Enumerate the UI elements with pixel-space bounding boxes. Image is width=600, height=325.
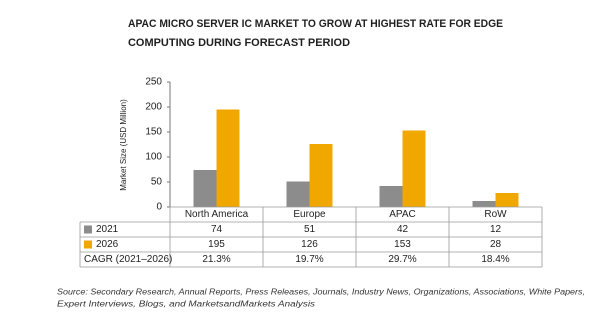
bar xyxy=(193,170,217,207)
cagr-value: 29.7% xyxy=(388,254,416,265)
bar xyxy=(472,201,496,207)
y-tick-label: 150 xyxy=(145,127,162,138)
table-value: 195 xyxy=(208,239,225,250)
source-note: Expert Interviews, Blogs, and Marketsand… xyxy=(57,298,316,308)
bar xyxy=(286,181,310,207)
bar xyxy=(379,186,403,207)
legend-label: 2021 xyxy=(96,224,119,235)
bar xyxy=(216,109,240,207)
table-value: 42 xyxy=(397,224,409,235)
x-tick-label: APAC xyxy=(389,209,416,220)
x-tick-label: Europe xyxy=(293,209,326,220)
chart-title: COMPUTING DURING FORECAST PERIOD xyxy=(128,37,350,49)
chart-title: APAC MICRO SERVER IC MARKET TO GROW AT H… xyxy=(128,18,503,30)
table-value: 51 xyxy=(304,224,316,235)
x-tick-label: North America xyxy=(185,209,249,220)
source-note: Source: Secondary Research, Annual Repor… xyxy=(57,286,585,296)
table-value: 28 xyxy=(490,239,502,250)
y-tick-label: 0 xyxy=(156,202,162,213)
cagr-value: 19.7% xyxy=(295,254,323,265)
y-tick-label: 50 xyxy=(151,177,163,188)
table-value: 153 xyxy=(394,239,411,250)
x-tick-label: RoW xyxy=(484,209,507,220)
legend-swatch xyxy=(84,240,92,249)
legend-label: 2026 xyxy=(96,239,119,250)
table-value: 12 xyxy=(490,224,502,235)
y-tick-label: 100 xyxy=(145,152,162,163)
table-value: 74 xyxy=(211,224,223,235)
y-tick-label: 250 xyxy=(145,77,162,88)
bar xyxy=(309,144,333,207)
cagr-label: CAGR (2021–2026) xyxy=(84,254,172,265)
cagr-value: 21.3% xyxy=(202,254,230,265)
bar xyxy=(402,130,426,207)
table-value: 126 xyxy=(301,239,318,250)
y-tick-label: 200 xyxy=(145,102,162,113)
bar xyxy=(495,193,519,207)
cagr-value: 18.4% xyxy=(481,254,509,265)
legend-swatch xyxy=(84,225,92,234)
y-axis-label: Market Size (USD Million) xyxy=(119,99,128,191)
